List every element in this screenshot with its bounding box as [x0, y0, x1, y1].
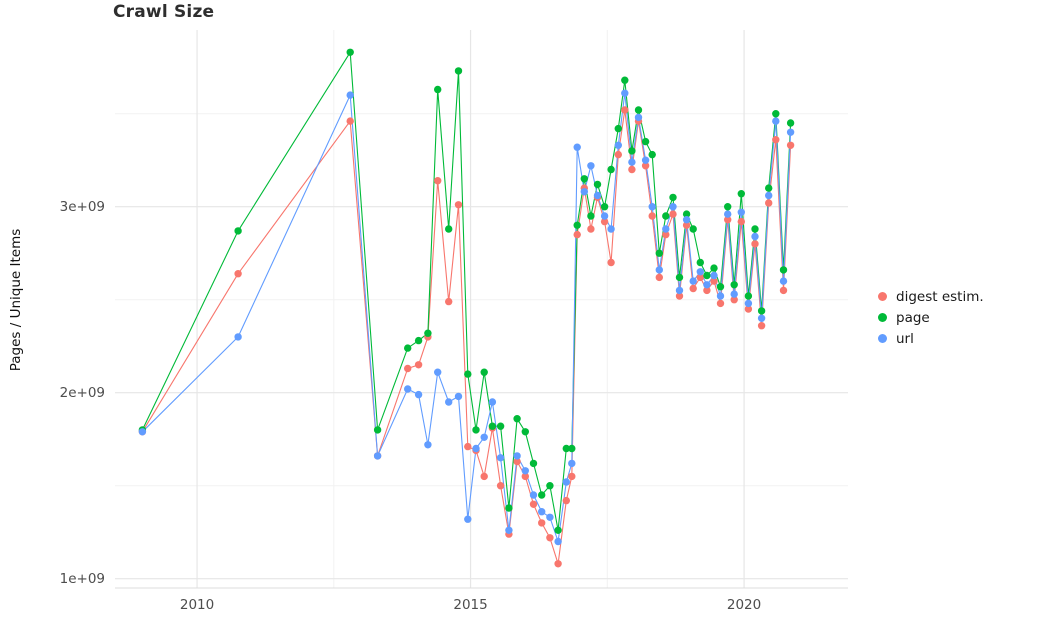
legend-dot-page-icon: [878, 313, 887, 322]
legend-label-digest: digest estim.: [896, 288, 984, 305]
x-tick-label: 2020: [727, 597, 761, 613]
series-points-url: [138, 89, 795, 546]
axis-tick-labels: 1e+09 2e+09 3e+09 2010 2015 2020: [60, 199, 762, 613]
legend-item-page: page: [878, 307, 984, 328]
chart-title: Crawl Size: [113, 2, 215, 22]
legend-label-page: page: [896, 309, 930, 326]
y-tick-label: 2e+09: [60, 385, 105, 401]
legend-dot-digest-icon: [878, 292, 887, 301]
x-tick-label: 2015: [453, 597, 487, 613]
legend-dot-url-icon: [878, 334, 887, 343]
series-points-page: [138, 48, 795, 534]
grid-minor: [115, 30, 848, 588]
chart-legend: digest estim. page url: [878, 286, 984, 349]
legend-item-url: url: [878, 328, 984, 349]
y-axis-label: Pages / Unique Items: [8, 228, 24, 372]
y-tick-label: 3e+09: [60, 199, 105, 215]
legend-label-url: url: [896, 330, 914, 347]
y-tick-label: 1e+09: [60, 571, 105, 587]
x-tick-label: 2010: [180, 597, 214, 613]
legend-item-digest: digest estim.: [878, 286, 984, 307]
